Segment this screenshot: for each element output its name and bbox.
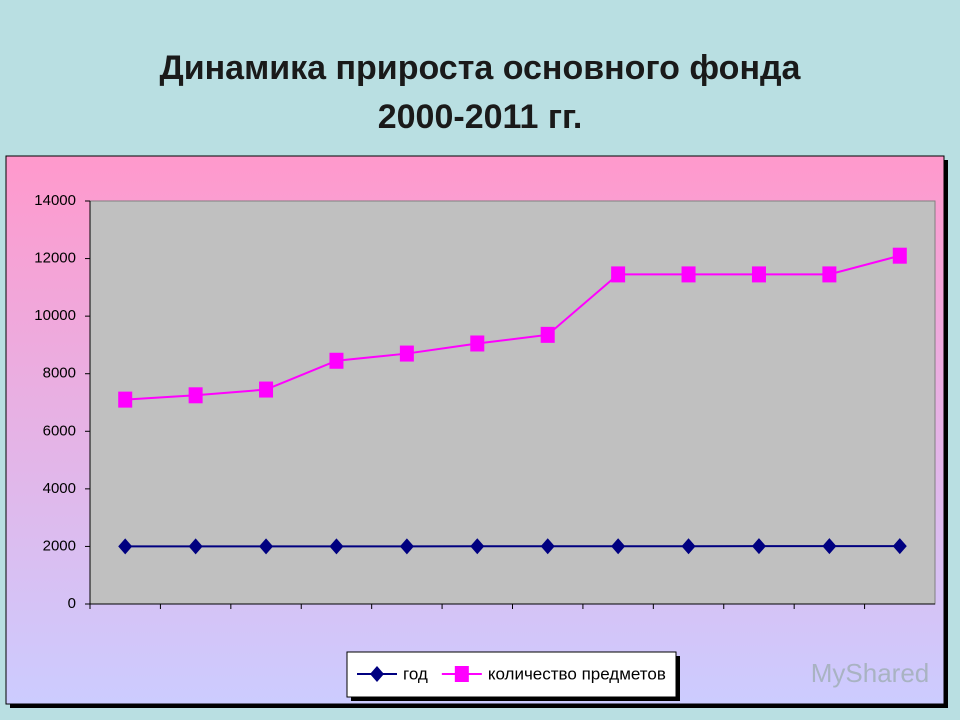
- watermark: MyShared: [811, 658, 930, 688]
- marker: [751, 266, 766, 283]
- y-tick-label: 10000: [34, 307, 76, 324]
- marker: [118, 391, 133, 408]
- marker: [399, 345, 414, 362]
- y-tick-label: 4000: [43, 480, 76, 497]
- marker: [540, 538, 555, 555]
- chart-title: Динамика прироста основного фонда: [160, 49, 802, 87]
- y-tick-label: 12000: [34, 250, 76, 267]
- legend-label: количество предметов: [488, 664, 666, 683]
- marker: [329, 352, 344, 369]
- y-tick-label: 8000: [43, 365, 76, 382]
- marker: [399, 538, 414, 555]
- marker: [259, 381, 274, 398]
- marker: [454, 666, 469, 682]
- y-tick-label: 6000: [43, 422, 76, 439]
- plot-area: [89, 200, 936, 605]
- marker: [822, 538, 837, 555]
- marker: [188, 387, 203, 404]
- series-line: [125, 254, 901, 401]
- marker: [118, 538, 133, 555]
- marker: [329, 538, 344, 555]
- y-tick-label: 2000: [43, 537, 76, 554]
- marker: [188, 538, 203, 555]
- legend-label: год: [403, 664, 428, 683]
- marker: [681, 266, 696, 283]
- marker: [822, 266, 837, 283]
- marker: [611, 538, 626, 555]
- marker: [470, 335, 485, 352]
- marker: [681, 538, 696, 555]
- y-tick-label: 0: [68, 595, 76, 612]
- marker: [259, 538, 274, 555]
- marker: [892, 538, 907, 555]
- y-tick-label: 14000: [34, 192, 76, 209]
- marker: [470, 538, 485, 555]
- marker: [751, 538, 766, 555]
- marker: [370, 666, 384, 682]
- marker: [540, 326, 555, 343]
- chart-subtitle: 2000-2011 гг.: [378, 98, 583, 136]
- marker: [611, 266, 626, 283]
- marker: [892, 247, 907, 264]
- legend: [346, 651, 677, 698]
